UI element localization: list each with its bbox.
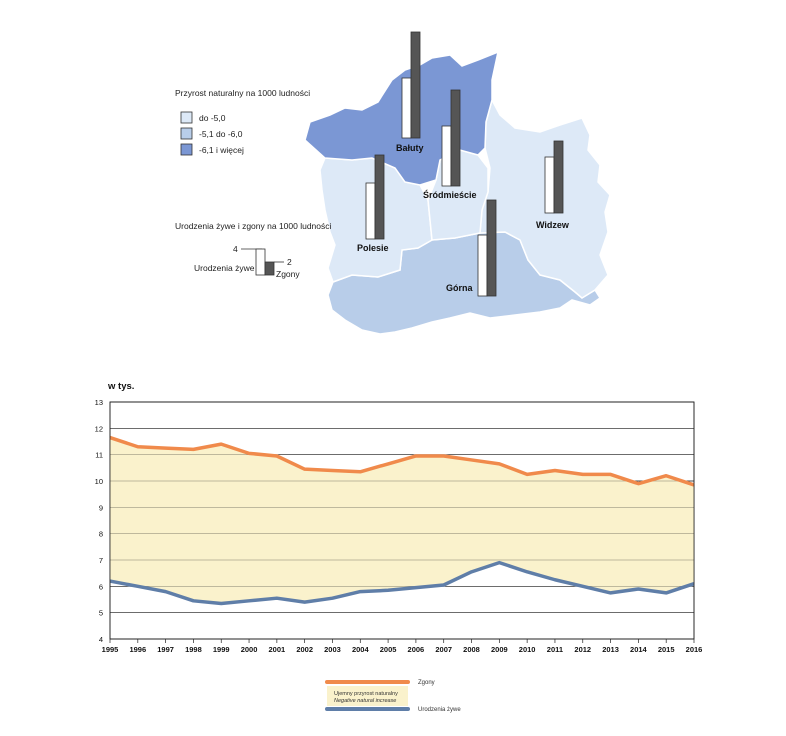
legend-rate-title: Przyrost naturalny na 1000 ludności [175,88,310,98]
x-tick-label: 2004 [352,645,370,654]
y-tick-label: 5 [99,609,103,618]
legend-rate-label-3: -6,1 i więcej [199,145,244,155]
bar-polesie-deaths [374,154,385,240]
legend-zgony-label: Zgony [418,680,435,686]
legend-area-swatch [327,686,408,706]
legend-rate-swatch-3 [180,143,193,156]
bar-widzew-deaths [553,140,564,214]
legend-bars-deaths-label: Zgony [276,269,300,279]
district-label-widzew: Widzew [536,220,570,230]
series-line-urodzenia [109,560,695,606]
bar-gorna-births [477,234,488,297]
legend-bars-scale-top: 4 [233,244,238,254]
district-label-gorna: Górna [446,283,473,293]
bars-gorna [477,199,497,297]
y-tick-label: 4 [99,635,103,644]
legend-area-label-pl: Ujemny przyrost naturalny [334,691,398,697]
legend-rate-label-1: do -5,0 [199,113,226,123]
y-tick-label: 12 [95,424,103,433]
series-line-zgony [109,435,695,487]
legend-rate-swatch-2 [180,127,193,140]
x-tick-label: 2006 [408,645,425,654]
bars-srodmiescie [441,89,461,187]
district-label-polesie: Polesie [357,243,389,253]
bar-srodmiescie-deaths [450,89,461,187]
x-tick-label: 2009 [491,645,508,654]
y-tick-label: 9 [99,503,103,512]
x-tick-label: 2012 [574,645,591,654]
x-tick-label: 2005 [380,645,397,654]
legend-rate-label-2: -5,1 do -6,0 [199,129,243,139]
plot-frame [109,401,695,640]
y-tick-label: 6 [99,582,103,591]
y-tick-label: 11 [95,451,103,460]
x-tick-label: 1999 [213,645,230,654]
x-tick-label: 2008 [463,645,480,654]
x-tick-label: 1998 [185,645,202,654]
x-tick-label: 1996 [129,645,146,654]
x-tick-label: 2015 [658,645,675,654]
x-tick-label: 2001 [269,645,286,654]
x-tick-label: 2003 [324,645,341,654]
y-tick-label: 8 [99,530,103,539]
legend-bar-births [255,248,266,276]
x-tick-label: 2016 [686,645,703,654]
bars-baluty [401,31,421,139]
x-tick-label: 2010 [519,645,536,654]
chart-legend: Zgony Ujemny przyrost naturalny Negative… [325,680,461,713]
bar-gorna-deaths [486,199,497,297]
district-label-baluty: Bałuty [396,143,424,153]
y-tick-label: 10 [95,477,103,486]
x-tick-label: 2000 [241,645,258,654]
bar-baluty-births [401,77,412,139]
x-tick-label: 2007 [435,645,452,654]
bars-polesie [365,154,385,240]
legend-bars-births-label: Urodzenia żywe [194,263,255,273]
x-tick-label: 2014 [630,645,648,654]
x-tick-label: 2011 [547,645,563,654]
legend-area-label-en: Negative natural increase [334,698,396,704]
x-tick-label: 2013 [602,645,619,654]
negative-increase-area [110,437,694,604]
y-tick-label: 7 [99,556,103,565]
bar-baluty-deaths [410,31,421,139]
x-tick-label: 1997 [157,645,174,654]
legend-bars-scale-mid: 2 [287,257,292,267]
bar-widzew-births [544,156,555,214]
legend-urodzenia-label: Urodzenia żywe [418,707,461,713]
bars-widzew [544,140,564,214]
legend-bar-deaths [264,261,275,276]
legend-rate-swatch-1 [180,111,193,124]
x-tick-label: 2002 [296,645,313,654]
y-axis-label: w tys. [107,381,134,392]
bar-polesie-births [365,182,376,240]
district-label-srodmiescie: Śródmieście [423,189,477,200]
district-map: Przyrost naturalny na 1000 ludności do -… [175,31,611,335]
line-chart: w tys. 4 5 6 7 8 9 10 11 12 13 1995 1996 1997 1998 199… [95,381,703,713]
legend-bars-title: Urodzenia żywe i zgony na 1000 ludności [175,221,332,231]
y-tick-label: 13 [95,398,103,407]
bar-srodmiescie-births [441,125,452,187]
x-tick-label: 1995 [102,645,119,654]
